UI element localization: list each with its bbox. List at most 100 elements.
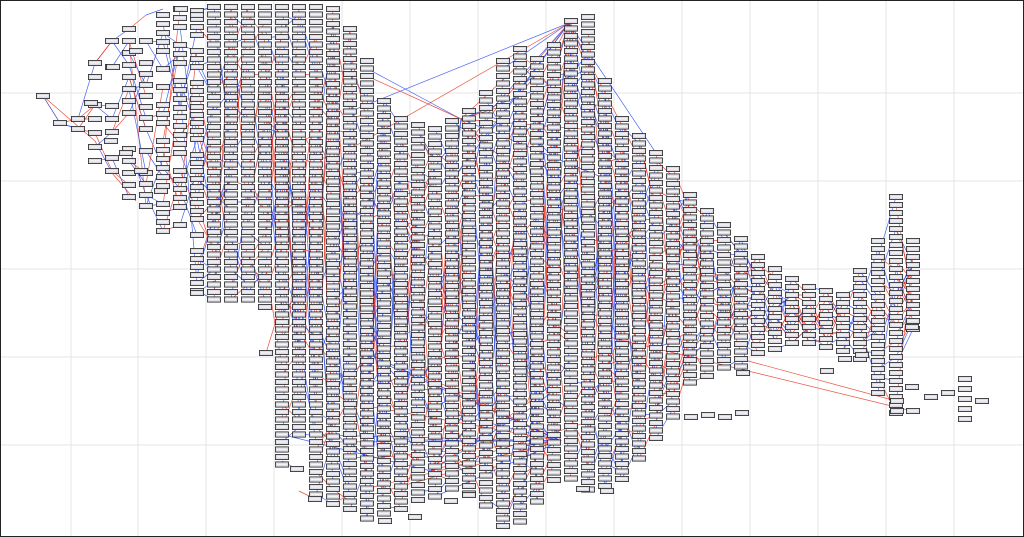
graph-node-label-bar [175,152,185,154]
graph-node-label-bar [532,455,542,458]
graph-node-label-bar [702,247,712,250]
graph-node-label-bar [736,335,746,338]
graph-edge [757,268,776,298]
graph-node-label-bar [243,268,253,271]
graph-node-label-bar [430,203,440,205]
graph-node-label-bar [141,194,151,196]
graph-node-label-bar [226,88,236,91]
graph-node-label-bar [566,380,576,382]
graph-edge [519,216,538,237]
graph-node-label-bar [566,155,576,157]
graph-node-label-bar [328,450,338,453]
graph-node-label-bar [804,342,814,344]
graph-node-label-bar [294,343,304,346]
graph-node-label-bar [447,210,457,212]
graph-node-label-bar [634,210,644,212]
graph-node-label-bar [328,105,338,108]
graph-node-label-bar [226,171,236,173]
graph-node-label-bar [311,201,321,203]
graph-node-label-bar [328,45,338,48]
graph-node-label-bar [192,106,202,108]
graph-node-label-bar [379,415,389,417]
graph-node-label-bar [651,407,661,409]
graph-node-label-bar [532,148,542,150]
graph-edge [281,351,300,375]
graph-node-label-bar [396,298,406,300]
graph-node-label-bar [158,68,168,70]
graph-node-label-bar [549,374,559,376]
graph-node-label-bar [532,328,542,330]
graph-node-label-bar [532,373,542,375]
graph-node-label-bar [498,157,508,160]
graph-node-label-bar [668,310,678,313]
graph-node-label-bar [209,171,219,173]
graph-node-label-bar [243,298,253,301]
graph-edge [808,310,827,340]
graph-node-label-bar [311,66,321,68]
graph-node-label-bar [566,50,576,52]
graph-node-label-bar [583,406,593,408]
graph-node-label-bar [600,132,610,135]
graph-node-label-bar [787,334,797,336]
graph-node-label-bar [498,322,508,325]
graph-node-label-bar [260,261,270,263]
graph-node-label-bar [396,350,406,353]
graph-node-label-bar [464,290,474,292]
graph-node-label-bar [294,306,304,308]
graph-node-label-bar [328,23,338,25]
graph-node-label-bar [294,403,304,406]
graph-node-label-bar [345,253,355,255]
graph-node-label-bar [192,282,202,284]
graph-node-label-bar [413,446,423,449]
graph-node-label-bar [668,273,678,275]
graph-node-label-bar [617,320,627,323]
graph-node-label-bar [362,300,372,302]
graph-edge [383,243,402,270]
graph-node-label-bar [345,140,355,143]
graph-node-label-bar [907,326,917,328]
graph-node-label-bar [294,321,304,323]
graph-node-label-bar [158,41,168,43]
graph-node-label-bar [413,349,423,351]
graph-node-label-bar [566,95,576,97]
graph-edge [383,235,402,262]
graph-node-label-bar [873,368,883,370]
graph-node-label-bar [736,245,746,248]
graph-node-label-bar [294,186,304,188]
graph-node-label-bar [192,90,202,92]
graph-node-label-bar [345,298,355,300]
graph-node-label-bar [430,150,440,153]
graph-node-label-bar [226,283,236,286]
graph-node-label-bar [311,336,321,338]
graph-node-label-bar [634,285,644,287]
graph-node-label-bar [549,119,559,121]
graph-node-label-bar [838,294,848,296]
graph-node-label-bar [873,320,883,322]
graph-node-label-bar [447,465,457,467]
graph-node-label-bar [294,178,304,181]
graph-node-label-bar [464,440,474,442]
graph-node-label-bar [277,88,287,91]
graph-node-label-bar [515,453,525,455]
graph-node-label-bar [651,197,661,199]
graph-node-label-bar [651,219,661,222]
graph-node-label-bar [277,193,287,196]
graph-edge [281,194,300,218]
graph-node-label-bar [447,232,457,235]
graph-node-label-bar [549,269,559,271]
graph-node-label-bar [328,188,338,190]
graph-edge [145,194,164,232]
graph-node-label-bar [668,258,678,260]
graph-node-label-bar [583,458,593,461]
graph-node-label-bar [634,172,644,175]
graph-node-label-bar [583,106,593,108]
graph-node-label-bar [175,62,185,64]
graph-node-label-bar [464,275,474,277]
graph-node-label-bar [311,433,321,436]
graph-node-label-bar [379,167,389,170]
graph-node-label-bar [686,416,696,418]
graph-node-label-bar [277,306,287,308]
graph-node-label-bar [532,335,542,338]
graph-node-label-bar [685,344,695,346]
